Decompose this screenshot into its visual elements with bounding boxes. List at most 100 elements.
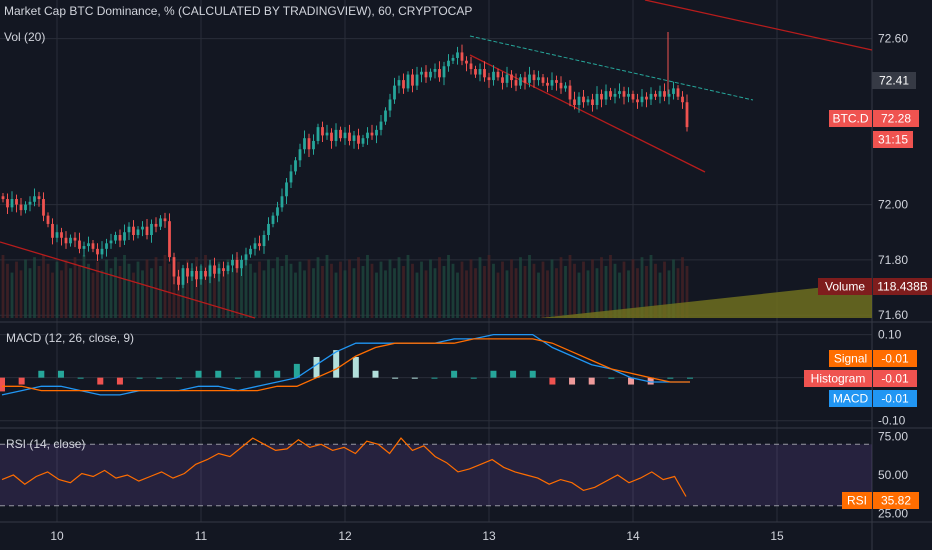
volume-bars [1,255,872,318]
volume-ma-area [540,282,872,318]
candle-body [487,77,491,81]
macd-histogram-bar [549,377,556,385]
volume-bar [190,268,194,318]
volume-bar [69,268,72,318]
macd-value-tag: -0.01 [873,390,917,407]
signal-line [2,338,690,392]
candle-body [253,243,257,249]
volume-bar [186,259,189,318]
candle-body [186,268,189,277]
candle-body [316,127,320,141]
macd-histogram-bar [608,377,615,379]
candle-body [267,223,270,236]
volume-bar [181,270,185,318]
volume-bar [64,259,68,318]
candle-body [546,82,549,86]
macd-tick-label: 0.10 [878,328,902,342]
candle-body [1,196,5,200]
volume-bar [118,266,122,318]
candle-body [559,82,563,89]
volume-bar [60,270,63,318]
candle-body [118,235,122,241]
volume-bar [10,272,14,318]
svg-text:72.28: 72.28 [881,112,911,126]
candle-body [496,71,500,78]
volume-bar [514,268,518,318]
volume-bar [568,255,572,318]
channel-upper [469,35,754,101]
candle-body [159,218,162,227]
candle-body [510,74,513,81]
candle-body [406,74,410,89]
volume-bar [586,270,590,318]
svg-text:-0.01: -0.01 [881,352,909,366]
candle-body [307,138,311,150]
volume-bar [87,263,90,318]
candle-body [672,88,675,94]
volume-bar [262,270,266,318]
candle-body [460,52,464,61]
volume-bar [145,259,149,318]
price-tick-label: 71.80 [878,253,908,267]
candle-body [96,248,99,255]
candle-body [37,196,41,200]
rsi-line [1,437,687,497]
trend-lines[interactable] [0,0,873,319]
candle-body [190,270,194,277]
candle-body [532,74,536,81]
candle-body [321,127,324,136]
volume-bar [370,263,374,318]
trendline-lower [0,241,256,319]
macd-histogram-bar [234,377,241,379]
candle-body [231,259,234,266]
candle-body [330,132,333,141]
candle-body [577,96,581,105]
volume-bar [163,255,167,318]
volume-bar [253,272,257,318]
volume-bar [541,261,545,318]
volume-bar [289,263,293,318]
volume-bar [685,266,689,318]
candle-body [19,204,23,211]
candle-body [325,132,329,136]
candle-body [667,93,671,97]
candle-body [438,69,441,78]
candle-body [73,237,77,241]
volume-bar [622,261,626,318]
candle-body [505,74,509,83]
last-price-level-tag: 72.41 [872,72,916,89]
volume-bar [271,268,275,318]
time-tick-label: 10 [50,529,64,543]
candle-body [361,138,365,144]
volume-bar [348,259,351,318]
candle-body [276,207,279,216]
candle-body [168,221,171,258]
macd-histogram-bar [18,377,25,385]
macd-histogram-bar [510,370,517,378]
macd-label-tag: MACD [829,390,872,407]
volume-bar [478,257,482,318]
volume-bar [645,266,648,318]
volume-bar [631,259,635,318]
rsi-legend: RSI (14, close) [6,437,85,451]
candle-body [199,270,203,280]
volume-bar [82,255,86,318]
candle-body [640,96,644,103]
candle-body [87,243,90,247]
volume-bar [285,255,288,318]
volume-bar [460,261,464,318]
volume-bar [388,259,392,318]
volume-bar [618,272,621,318]
candle-body [649,93,653,100]
candle-body [78,240,81,249]
volume-bar [154,257,158,318]
volume-bar [379,261,383,318]
candle-body [456,52,459,58]
volume-bar [78,266,81,318]
candle-body [636,99,639,103]
candle-countdown-tag: 31:15 [873,131,913,148]
candle-body [42,199,45,216]
volume-bar [456,272,459,318]
volume-bar [244,255,248,318]
